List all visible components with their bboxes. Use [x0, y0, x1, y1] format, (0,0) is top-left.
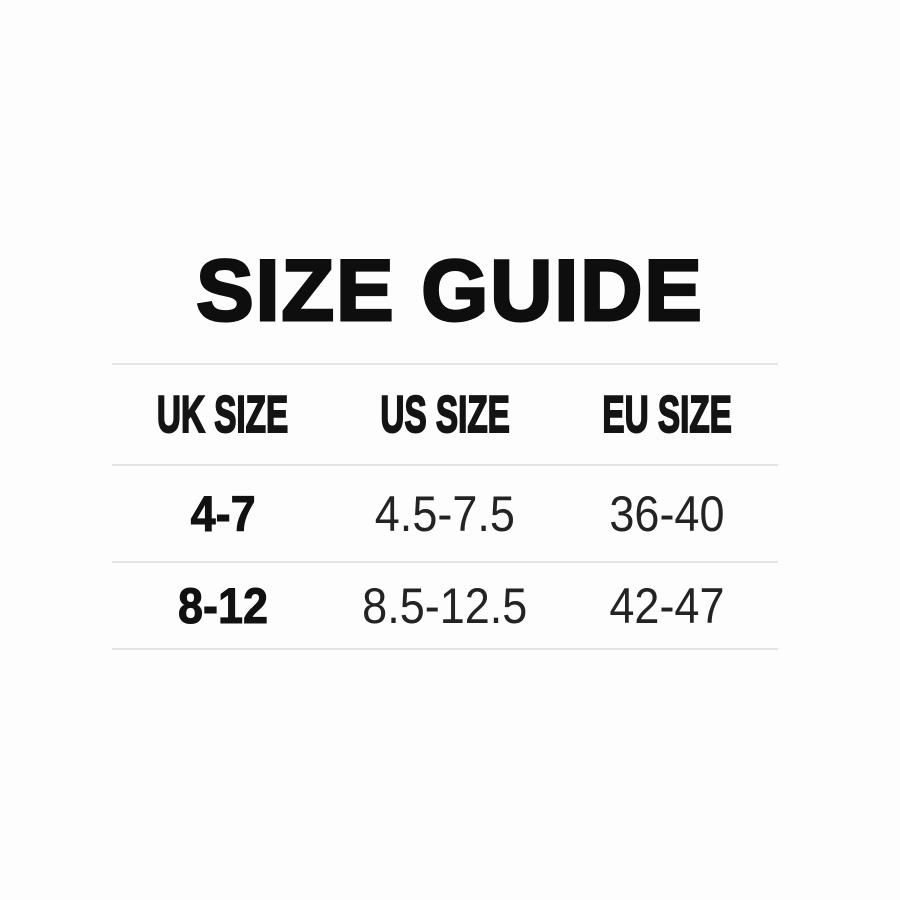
page-title: SIZE GUIDE	[195, 243, 704, 339]
header-cell-us-size: US SIZE	[334, 385, 556, 444]
cell-uk-size-row2: 8-12	[112, 577, 334, 634]
cell-eu-size-row1: 36-40	[556, 489, 778, 539]
us-size-value-row1: 4.5-7.5	[374, 485, 516, 542]
uk-size-value-row2: 8-12	[177, 577, 269, 634]
cell-eu-size-row2: 42-47	[556, 581, 778, 631]
eu-size-value-row2: 42-47	[609, 577, 725, 634]
column-header-eu-size: EU SIZE	[602, 385, 733, 444]
cell-us-size-row2: 8.5-12.5	[334, 581, 556, 631]
column-header-us-size: US SIZE	[380, 385, 511, 444]
cell-us-size-row1: 4.5-7.5	[334, 489, 556, 539]
header-cell-uk-size: UK SIZE	[112, 385, 334, 444]
us-size-value-row2: 8.5-12.5	[362, 577, 528, 634]
header-cell-eu-size: EU SIZE	[556, 385, 778, 444]
cell-uk-size-row1: 4-7	[112, 485, 334, 542]
table-header-row: UK SIZE US SIZE EU SIZE	[112, 363, 778, 464]
table-row-large-sizes: 8-12 8.5-12.5 42-47	[112, 561, 778, 650]
size-table: UK SIZE US SIZE EU SIZE 4-7 4.5-7.5 36-4…	[112, 363, 778, 650]
uk-size-value-row1: 4-7	[190, 485, 256, 542]
table-row-small-sizes: 4-7 4.5-7.5 36-40	[112, 464, 778, 561]
title-area: SIZE GUIDE	[0, 240, 900, 342]
eu-size-value-row1: 36-40	[609, 485, 725, 542]
column-header-uk-size: UK SIZE	[157, 385, 290, 444]
